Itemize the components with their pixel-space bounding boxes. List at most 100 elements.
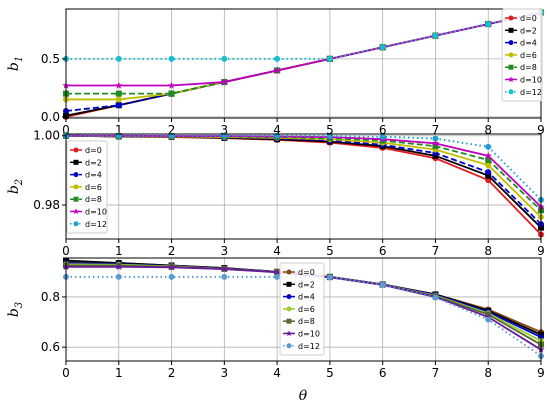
legend-marker [508, 27, 514, 33]
legend-label: d=4 [298, 293, 315, 302]
chart-panel-3: 0 1 2 3 4 5 6 7 8 9 0.6 0.8 b3 d=0 d=2 d=4 d=6 d=8 d=10 d=1… [6, 257, 545, 380]
y-axis-label: b3 [6, 302, 25, 317]
x-tick-label: 2 [168, 366, 176, 380]
data-point [485, 172, 492, 179]
data-point [115, 102, 122, 109]
legend-marker [73, 221, 79, 227]
data-point [273, 66, 281, 74]
data-point [485, 143, 492, 150]
data-point [274, 273, 281, 280]
y-tick-label: 0.6 [41, 340, 60, 354]
legend: d=0 d=2 d=4 d=6 d=8 d=10 d=12 [501, 8, 543, 102]
legend-label: d=0 [520, 14, 537, 23]
x-tick-label: 0 [62, 123, 70, 137]
x-tick-label: 5 [326, 123, 334, 137]
series-d=6 [63, 132, 544, 221]
x-tick-label: 4 [273, 123, 281, 137]
data-point [485, 177, 492, 184]
data-point [168, 90, 175, 97]
y-tick-label: 0.8 [41, 290, 60, 304]
x-tick-label: 9 [537, 123, 545, 137]
x-axis-label: θ [299, 388, 308, 404]
legend: d=0 d=2 d=4 d=6 d=8 d=10 d=12 [66, 140, 108, 234]
legend-marker [73, 159, 79, 165]
data-point [326, 55, 333, 62]
legend-marker [73, 147, 79, 153]
data-point [168, 55, 175, 62]
data-point [273, 268, 281, 276]
series-line [65, 134, 542, 229]
series-d=6 [63, 9, 544, 103]
data-point [168, 273, 175, 280]
legend-label: d=12 [85, 220, 107, 229]
data-point [167, 81, 176, 89]
legend-label: d=2 [298, 280, 315, 289]
data-point [115, 81, 123, 89]
y-axis-label: b1 [6, 56, 25, 71]
series-d=4 [63, 132, 544, 228]
data-point [221, 55, 228, 62]
series-line [65, 134, 542, 225]
legend-label: d=4 [85, 171, 102, 180]
x-tick-label: 3 [221, 366, 229, 380]
series-d=2 [63, 132, 544, 231]
x-tick-label: 7 [432, 123, 440, 137]
x-tick-label: 0 [62, 244, 70, 258]
x-tick-label: 9 [537, 244, 545, 258]
data-point [432, 135, 439, 142]
data-point [485, 169, 492, 176]
x-tick-label: 1 [115, 123, 123, 137]
data-point [115, 90, 122, 97]
data-point [326, 274, 333, 281]
legend-marker [286, 318, 292, 324]
y-axis-label: b2 [6, 179, 25, 194]
legend-marker [507, 76, 515, 83]
series-d=8 [63, 9, 544, 97]
data-point [485, 162, 492, 169]
legend-marker [285, 330, 293, 337]
data-point [115, 96, 122, 103]
data-point [485, 156, 492, 163]
x-tick-label: 1 [115, 244, 123, 258]
x-tick-label: 7 [432, 244, 440, 258]
x-tick-label: 8 [484, 123, 492, 137]
legend-marker [73, 184, 79, 190]
legend-marker [286, 343, 292, 349]
series-d=10 [62, 131, 545, 210]
y-tick-label: 0.5 [41, 52, 60, 66]
legend-label: d=10 [520, 76, 542, 85]
legend-marker [508, 40, 514, 46]
legend-marker [286, 294, 292, 300]
series-d=10 [62, 8, 545, 89]
series-d=12 [63, 9, 544, 62]
legend-marker [73, 196, 79, 202]
data-point [431, 139, 440, 147]
x-tick-label: 9 [537, 366, 545, 380]
data-point [274, 55, 281, 62]
legend-label: d=12 [298, 342, 320, 351]
series-d=12 [63, 132, 544, 203]
legend-marker [508, 64, 514, 70]
legend-label: d=4 [520, 39, 537, 48]
axes-frame [65, 257, 542, 362]
series-line [66, 11, 542, 87]
series-line [66, 134, 542, 208]
data-point [379, 133, 386, 140]
legend-marker [508, 15, 514, 21]
legend-marker [286, 281, 292, 287]
legend-label: d=10 [298, 330, 320, 339]
legend-label: d=6 [298, 305, 315, 314]
x-tick-label: 7 [432, 366, 440, 380]
data-point [485, 316, 492, 323]
data-point [484, 151, 492, 159]
data-point [379, 44, 386, 51]
y-tick-label: 0.0 [41, 110, 60, 124]
legend-marker [508, 89, 514, 95]
data-point [485, 21, 492, 28]
legend-marker [72, 208, 80, 215]
data-point [220, 78, 229, 86]
legend: d=0 d=2 d=4 d=6 d=8 d=10 d=12 [279, 262, 325, 356]
x-tick-label: 5 [326, 366, 334, 380]
x-tick-label: 8 [484, 366, 492, 380]
